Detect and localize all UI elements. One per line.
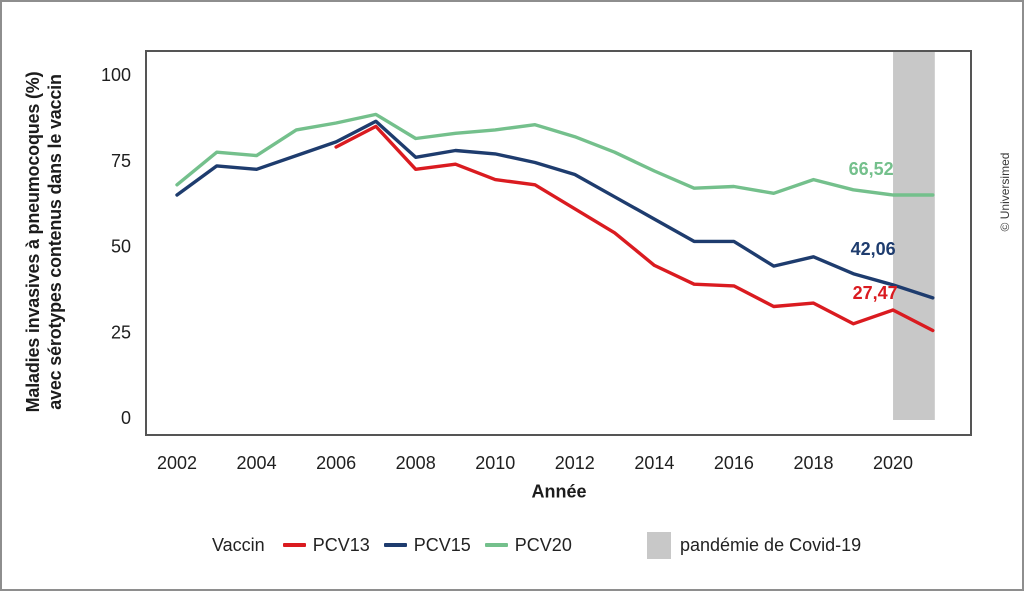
legend-label: PCV20 [514,534,572,555]
y-tick-label-100: 100 [101,65,131,85]
legend: Vaccin PCV13 PCV15 PCV20 [212,530,572,560]
y-tick-label-75: 75 [111,151,131,171]
legend-swatch-PCV13 [282,543,306,547]
legend-item-PCV13: PCV13 [282,534,370,556]
x-tick-label-2010: 2010 [475,453,515,473]
legend-band-item: pandémie de Covid-19 [647,530,861,560]
x-axis-title: Année [531,481,587,502]
watermark: © Universimed [998,152,1012,232]
x-tick-label-2002: 2002 [157,453,197,473]
legend-item-PCV15: PCV15 [383,534,471,556]
y-tick-label-25: 25 [111,322,131,342]
value-label-PCV20: 66,52 [849,159,894,179]
series-line-PCV20 [175,112,935,197]
x-tick-label-2012: 2012 [555,453,595,473]
legend-item-PCV20: PCV20 [484,534,572,556]
value-label-PCV15: 42,06 [851,239,896,259]
x-tick-label-2014: 2014 [634,453,674,473]
legend-label: PCV13 [312,534,370,555]
x-tick-label-2008: 2008 [396,453,436,473]
value-label-PCV13: 27,47 [853,283,898,303]
covid-band [893,52,935,420]
x-tick-label-2004: 2004 [237,453,277,473]
legend-title: Vaccin [212,534,265,555]
y-tick-label-50: 50 [111,237,131,257]
series-line-PCV15 [175,119,935,300]
legend-swatch-PCV20 [484,543,508,547]
x-tick-label-2018: 2018 [793,453,833,473]
covid-band-label: pandémie de Covid-19 [680,534,862,555]
x-tick-label-2006: 2006 [316,453,356,473]
covid-band-swatch [647,531,671,559]
plot-border [145,50,972,436]
legend-swatch-PCV15 [383,543,407,547]
y-tick-label-0: 0 [121,408,131,428]
x-tick-label-2016: 2016 [714,453,754,473]
legend-label: PCV15 [413,534,471,555]
x-tick-label-2020: 2020 [873,453,913,473]
series-line-PCV13 [334,124,935,333]
